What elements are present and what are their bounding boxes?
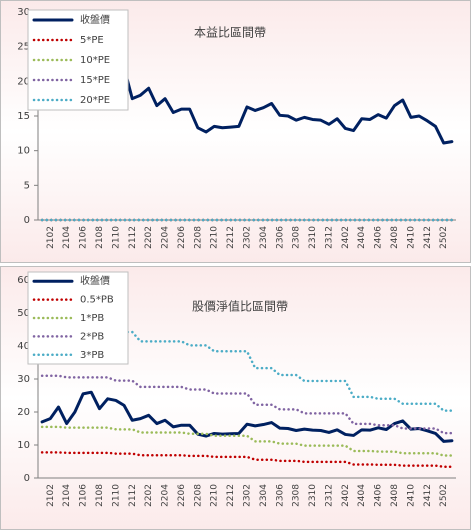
x-tick-label: 2108	[95, 226, 105, 249]
x-tick-label: 2404	[357, 226, 367, 249]
y-tick-label: 50	[17, 308, 30, 319]
x-tick-label: 2112	[128, 484, 138, 507]
legend-box	[27, 9, 129, 111]
x-tick-label: 2212	[226, 226, 236, 249]
x-tick-label: 2110	[111, 484, 121, 507]
x-tick-label: 2402	[341, 484, 351, 507]
y-tick-label: 10	[17, 146, 30, 157]
x-tick-label: 2106	[79, 226, 89, 249]
x-tick-label: 2312	[324, 226, 334, 249]
x-tick-label: 2302	[243, 226, 253, 249]
series-line	[40, 425, 454, 457]
x-tick-label: 2408	[390, 484, 400, 507]
y-tick-label: 40	[17, 341, 30, 352]
x-tick-label: 2502	[439, 484, 449, 507]
y-tick-label: 20	[17, 76, 30, 87]
x-tick-label: 2412	[423, 226, 433, 249]
x-tick-label: 2212	[226, 484, 236, 507]
legend-label: 15*PE	[80, 75, 110, 86]
x-tick-label: 2410	[406, 484, 416, 507]
x-tick-label: 2104	[62, 484, 72, 507]
chart-title: 股價淨值比區間帶	[192, 299, 288, 314]
legend-label: 收盤價	[80, 274, 110, 287]
y-tick-label: 10	[17, 440, 30, 451]
x-tick-label: 2410	[406, 226, 416, 249]
x-tick-label: 2304	[259, 484, 269, 507]
x-tick-label: 2102	[46, 484, 56, 507]
x-tick-label: 2106	[79, 484, 89, 507]
x-tick-label: 2206	[177, 226, 187, 249]
y-tick-label: 30	[17, 7, 30, 18]
x-tick-label: 2412	[423, 484, 433, 507]
x-tick-label: 2406	[374, 484, 384, 507]
legend-label: 2*PB	[80, 331, 104, 342]
y-tick-label: 30	[17, 374, 30, 385]
x-tick-label: 2208	[193, 484, 203, 507]
x-tick-label: 2312	[324, 484, 334, 507]
y-tick-label: 15	[17, 111, 30, 122]
x-tick-label: 2308	[292, 226, 302, 249]
legend-label: 1*PB	[80, 313, 104, 324]
y-tick-label: 20	[17, 407, 30, 418]
x-tick-label: 2110	[111, 226, 121, 249]
x-tick-label: 2502	[439, 226, 449, 249]
legend-label: 20*PE	[80, 95, 110, 106]
x-tick-label: 2202	[144, 484, 154, 507]
x-tick-label: 2310	[308, 226, 318, 249]
x-tick-label: 2202	[144, 226, 154, 249]
x-tick-label: 2104	[62, 226, 72, 249]
legend-label: 5*PE	[80, 35, 104, 46]
x-tick-label: 2406	[374, 226, 384, 249]
series-line	[40, 390, 454, 443]
y-tick-label: 0	[24, 215, 30, 226]
legend-box	[27, 271, 129, 365]
x-tick-label: 2112	[128, 226, 138, 249]
x-tick-label: 2402	[341, 226, 351, 249]
x-tick-label: 2102	[46, 226, 56, 249]
series-line	[40, 374, 454, 435]
x-tick-label: 2208	[193, 226, 203, 249]
x-tick-label: 2306	[275, 484, 285, 507]
series-line	[40, 451, 454, 469]
legend-label: 收盤價	[80, 13, 110, 26]
legend-label: 10*PE	[80, 55, 110, 66]
y-tick-label: 5	[24, 180, 30, 191]
x-tick-label: 2206	[177, 484, 187, 507]
legend-label: 3*PB	[80, 350, 104, 361]
legend-label: 0.5*PB	[80, 295, 114, 306]
x-tick-label: 2304	[259, 226, 269, 249]
x-tick-label: 2302	[243, 484, 253, 507]
x-tick-label: 2204	[161, 226, 171, 249]
x-tick-label: 2404	[357, 484, 367, 507]
y-tick-label: 0	[24, 473, 30, 484]
x-tick-label: 2210	[210, 226, 220, 249]
x-tick-label: 2408	[390, 226, 400, 249]
x-tick-label: 2108	[95, 484, 105, 507]
x-tick-label: 2308	[292, 484, 302, 507]
x-tick-label: 2204	[161, 484, 171, 507]
y-tick-label: 25	[17, 42, 30, 53]
x-tick-label: 2306	[275, 226, 285, 249]
x-tick-label: 2210	[210, 484, 220, 507]
chart-title: 本益比區間帶	[194, 26, 266, 40]
x-tick-label: 2310	[308, 484, 318, 507]
y-tick-label: 60	[17, 275, 30, 286]
